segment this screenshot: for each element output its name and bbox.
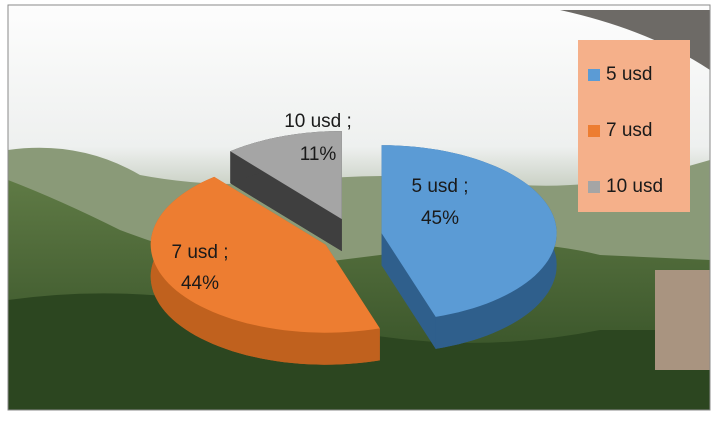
slice	[381, 145, 557, 349]
data-label-value: 44%	[181, 273, 219, 294]
data-label-value: 11%	[300, 144, 337, 165]
legend-label: 7 usd	[606, 120, 652, 141]
legend-swatch	[588, 69, 600, 81]
data-label: 10 usd ;	[284, 111, 352, 132]
slice	[150, 176, 380, 333]
legend-swatch	[588, 125, 600, 137]
data-label: 5 usd ;	[411, 176, 468, 197]
slice	[381, 145, 557, 317]
legend-label: 5 usd	[606, 64, 652, 85]
legend-swatch	[588, 181, 600, 193]
data-label-value: 45%	[421, 208, 459, 229]
legend-label: 10 usd	[606, 176, 663, 197]
slice-rim	[150, 176, 380, 365]
slice-wall	[381, 233, 436, 349]
data-label-category: 5 usd	[411, 176, 457, 197]
data-label-separator: ;	[347, 111, 352, 132]
data-label-category: 7 usd	[171, 242, 217, 263]
slice	[230, 131, 342, 220]
data-label-separator: ;	[463, 176, 468, 197]
data-label-category: 10 usd	[284, 111, 341, 132]
slice	[230, 131, 342, 252]
data-label: 7 usd ;	[171, 242, 228, 263]
slice	[150, 176, 380, 365]
data-label-separator: ;	[223, 242, 228, 263]
slice-wall	[230, 151, 342, 252]
